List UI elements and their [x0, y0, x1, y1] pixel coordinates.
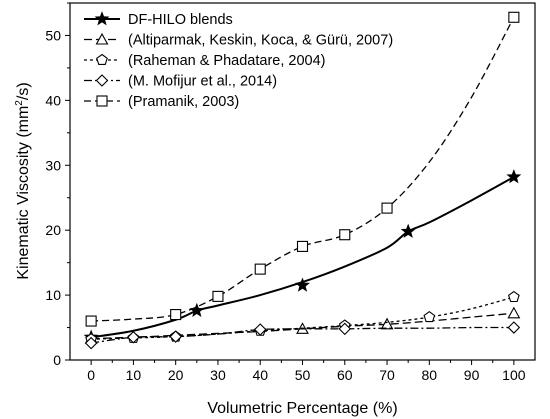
data-point-triangle [380, 317, 394, 330]
data-point-star [400, 223, 416, 238]
data-point-square [212, 290, 224, 302]
data-point-diamond [507, 321, 521, 334]
data-point-diamond [127, 331, 140, 344]
series-4 [84, 321, 521, 350]
x-tick-label: 90 [464, 367, 480, 383]
data-point-square [170, 309, 182, 321]
x-tick-label: 20 [168, 367, 184, 383]
y-tick-label: 10 [45, 287, 61, 303]
legend-label: DF-HILO blends [128, 12, 233, 28]
data-point-triangle [507, 306, 521, 319]
legend-label: (M. Mofijur et al., 2014) [128, 74, 277, 90]
y-tick-label: 30 [45, 157, 61, 173]
legend-marker-star [94, 11, 110, 26]
legend-marker-triangle [95, 32, 109, 45]
data-point-star [506, 169, 522, 184]
legend-label: (Altiparmak, Keskin, Koca, & Gürü, 2007) [128, 33, 393, 49]
series-1 [83, 169, 522, 344]
x-tick-label: 30 [210, 367, 226, 383]
legend-marker-diamond [95, 74, 109, 87]
legend-label: (Pramanik, 2003) [128, 94, 239, 110]
data-point-square [381, 202, 393, 214]
series-line [91, 326, 514, 344]
x-tick-label: 0 [87, 367, 95, 383]
legend-entry: (M. Mofijur et al., 2014) [84, 74, 277, 90]
x-tick-label: 70 [379, 367, 395, 383]
series-2 [84, 306, 521, 344]
data-point-diamond [253, 323, 267, 336]
legend-entry: (Altiparmak, Keskin, Koca, & Gürü, 2007) [84, 33, 393, 49]
legend-label: (Raheman & Phadatare, 2004) [128, 53, 326, 69]
data-point-pentagon [507, 290, 520, 303]
y-tick-label: 20 [45, 222, 61, 238]
x-tick-label: 60 [337, 367, 353, 383]
data-point-square [254, 263, 266, 275]
y-tick-label: 50 [45, 27, 61, 43]
data-point-square [85, 315, 97, 327]
legend-marker-square [96, 95, 108, 107]
data-point-square [296, 240, 309, 252]
y-tick-label: 0 [53, 352, 61, 368]
y-axis-label: Kinematic Viscosity (mm2/s) [14, 82, 32, 279]
data-point-diamond [169, 330, 182, 343]
axis-ticks: 0 10 20 30 40 50 60 70 80 90 100 0 10 20 30 40 50 [45, 2, 526, 383]
x-axis-label: Volumetric Percentage (%) [207, 400, 397, 417]
data-point-square [508, 11, 520, 23]
legend-entry: (Pramanik, 2003) [84, 94, 239, 110]
data-point-diamond [84, 336, 98, 350]
x-tick-label: 100 [502, 367, 526, 383]
legend-entry: (Raheman & Phadatare, 2004) [84, 53, 326, 69]
x-tick-label: 40 [252, 367, 268, 383]
data-point-diamond [338, 322, 352, 336]
x-tick-label: 50 [295, 367, 311, 383]
series-5 [85, 11, 520, 327]
legend-entry: DF-HILO blends [84, 11, 233, 28]
data-point-square [339, 229, 351, 241]
x-tick-label: 80 [422, 367, 438, 383]
y-tick-label: 40 [45, 92, 61, 108]
series-layer [83, 11, 522, 350]
data-point-star [189, 302, 205, 318]
x-tick-label: 10 [126, 367, 142, 383]
legend-marker-pentagon [96, 53, 108, 65]
data-point-star [295, 277, 310, 292]
legend: DF-HILO blends (Altiparmak, Keskin, Koca,… [84, 11, 393, 110]
data-point-pentagon [423, 310, 436, 323]
